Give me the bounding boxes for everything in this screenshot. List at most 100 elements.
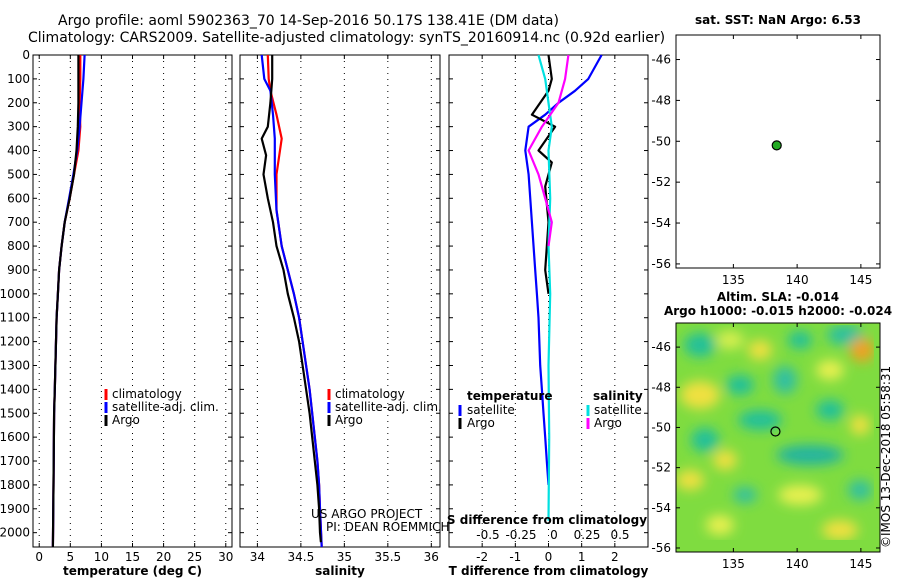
y-tick-label: -52 (651, 461, 671, 475)
x-tick-label: 25 (187, 550, 202, 564)
x-axis-label-difference: T difference from climatology (449, 564, 649, 578)
y-tick-label: 1900 (0, 502, 30, 516)
y-tick-label: 900 (7, 263, 30, 277)
x-tick-label: -1 (509, 550, 521, 564)
sla-heatmap (676, 323, 880, 552)
x-tick-label: 140 (786, 557, 809, 571)
x2-tick-label: -0.25 (505, 528, 536, 542)
x-tick-label: 15 (125, 550, 140, 564)
x-tick-label: 34.5 (288, 550, 315, 564)
x-tick-label: 20 (156, 550, 171, 564)
x2-tick-label: -0.5 (476, 528, 499, 542)
x-tick-label: 35 (337, 550, 352, 564)
series-line-salinity-argo (260, 55, 322, 543)
series-line-temperature-argo (51, 55, 80, 548)
legend-entry: satellite-adj. clim. (335, 400, 442, 414)
y-tick-label: 1700 (0, 454, 30, 468)
series-line-salinity-satellite-adj-clim- (260, 54, 323, 548)
y-tick-label: -50 (651, 420, 671, 434)
y-tick-label: -56 (651, 257, 671, 271)
argo-location-marker (770, 426, 781, 437)
y-tick-label: 1600 (0, 430, 30, 444)
x2-tick-label: 0.25 (574, 528, 601, 542)
credit-line1: US ARGO PROJECT (311, 507, 423, 521)
x-axis-label-temperature: temperature (deg C) (63, 564, 202, 578)
y-tick-label: 1500 (0, 406, 30, 420)
y-tick-label: 700 (7, 215, 30, 229)
series-line-difference-t-satellite (524, 54, 603, 485)
y-tick-label: 100 (7, 72, 30, 86)
map-frame-map-sla (675, 322, 881, 553)
x-tick-label: 35.5 (374, 550, 401, 564)
y-tick-label: -52 (651, 175, 671, 189)
y-tick-label: 1800 (0, 478, 30, 492)
x-tick-label: 135 (722, 557, 745, 571)
credit-line2: PI: DEAN ROEMMICH (326, 520, 449, 534)
x-tick-label: 145 (849, 273, 872, 287)
y-tick-label: 300 (7, 120, 30, 134)
map-sst-title: sat. SST: NaN Argo: 6.53 (695, 13, 861, 27)
header-line1: Argo profile: aoml 5902363_70 14-Sep-201… (58, 13, 559, 29)
header-line2: Climatology: CARS2009. Satellite-adjuste… (28, 30, 665, 46)
y-tick-label: 1200 (0, 335, 30, 349)
x-tick-label: 5 (66, 550, 74, 564)
x-tick-label: 0 (545, 550, 553, 564)
y-tick-label: 500 (7, 167, 30, 181)
y-tick-label: -54 (651, 501, 671, 515)
legend-title-salinity: salinity (593, 389, 643, 403)
x-tick-label: 34 (250, 550, 265, 564)
map-sla-title2: Argo h1000: -0.015 h2000: -0.024 (664, 304, 892, 318)
y-tick-label: -46 (651, 340, 671, 354)
legend-entry: climatology (335, 387, 405, 401)
y-tick-label: -46 (651, 53, 671, 67)
imos-stamp: ©IMOS 13-Dec-2018 05:58:31 (879, 366, 893, 548)
y-tick-label: -56 (651, 541, 671, 555)
x-tick-label: 10 (94, 550, 109, 564)
y-tick-label: -48 (651, 380, 671, 394)
x-tick-label: 2 (611, 550, 619, 564)
y-tick-label: 200 (7, 96, 30, 110)
y-tick-label: 1400 (0, 382, 30, 396)
legend-entry: Argo (112, 413, 140, 427)
y-tick-label: 1000 (0, 287, 30, 301)
legend-title-temperature: temperature (467, 389, 552, 403)
legend-entry: Argo (335, 413, 363, 427)
x-tick-label: 145 (849, 557, 872, 571)
y-tick-label: 1300 (0, 358, 30, 372)
series-line-difference-s-argo (527, 54, 570, 247)
plot-frame-salinity (239, 54, 441, 548)
plots-layer: 0100200300400500600700800900100011001200… (0, 34, 881, 578)
x2-axis-label: S difference from climatology (447, 513, 647, 527)
series-line-difference-s-satellite (537, 54, 553, 521)
legend-entry: satellite-adj. clim. (112, 400, 219, 414)
legend-entry: Argo (594, 416, 622, 430)
map-frame-map-sst (675, 34, 881, 269)
x-tick-label: 1 (578, 550, 586, 564)
x2-tick-label: 0 (550, 528, 558, 542)
x-tick-label: 30 (218, 550, 233, 564)
y-tick-label: 800 (7, 239, 30, 253)
argo-location-marker (771, 140, 782, 151)
x-tick-label: 140 (786, 273, 809, 287)
legend-entry: climatology (112, 387, 182, 401)
y-tick-label: 0 (22, 48, 30, 62)
y-tick-label: -48 (651, 93, 671, 107)
x-tick-label: -2 (476, 550, 488, 564)
x-axis-label-salinity: salinity (315, 564, 365, 578)
legend-entry: Argo (467, 416, 495, 430)
y-tick-label: 400 (7, 144, 30, 158)
y-tick-label: 1100 (0, 311, 30, 325)
x2-tick-label: 0.5 (610, 528, 629, 542)
x-tick-label: 36 (424, 550, 439, 564)
legend-entry: satellite (594, 403, 642, 417)
legend-entry: satellite (467, 403, 515, 417)
x-tick-label: 135 (722, 273, 745, 287)
map-sla-title1: Altim. SLA: -0.014 (717, 290, 839, 304)
y-tick-label: -50 (651, 134, 671, 148)
y-tick-label: -54 (651, 216, 671, 230)
y-tick-label: 600 (7, 191, 30, 205)
series-line-difference-t-argo (530, 54, 557, 294)
x-tick-label: 0 (35, 550, 43, 564)
y-tick-label: 2000 (0, 526, 30, 540)
